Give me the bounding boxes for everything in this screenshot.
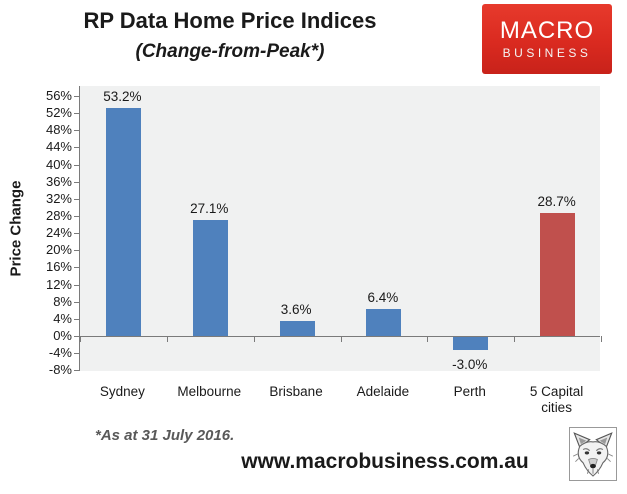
x-tick-mark	[80, 336, 81, 342]
x-tick-mark	[254, 336, 255, 342]
y-tick-mark	[74, 353, 79, 355]
y-tick-mark	[74, 336, 79, 337]
y-tick-mark	[74, 130, 79, 132]
y-tick-mark	[74, 284, 79, 286]
x-category-label: Melbourne	[177, 384, 242, 399]
x-category-label: Adelaide	[356, 384, 410, 399]
y-tick-label: 44%	[45, 139, 72, 155]
bar-value-label: 3.6%	[280, 301, 312, 317]
y-tick-mark	[74, 370, 79, 372]
bar-value-label: 28.7%	[537, 194, 576, 209]
y-tick-label: 4%	[53, 310, 72, 326]
plot-area	[79, 86, 602, 371]
y-tick-mark	[74, 301, 79, 303]
logo-text-business: BUSINESS	[502, 46, 592, 60]
x-category-label: Sydney	[99, 384, 145, 399]
y-tick-label: 8%	[53, 293, 72, 309]
chart-subtitle: (Change-from-Peak*)	[135, 41, 325, 62]
y-tick-mark	[74, 318, 79, 320]
y-tick-label: -8%	[48, 362, 72, 378]
x-category-label: Brisbane	[269, 384, 323, 399]
chart-title: RP Data Home Price Indices	[83, 8, 377, 33]
y-tick-mark	[74, 96, 79, 97]
bar-5-capital-cities	[540, 213, 576, 336]
y-tick-mark	[74, 233, 79, 235]
y-axis-title: Price Change	[4, 86, 28, 371]
y-tick-label: -4%	[48, 345, 72, 361]
bar-value-label: 27.1%	[190, 200, 229, 216]
x-category-label: Perth	[453, 384, 486, 399]
y-tick-mark	[74, 267, 79, 269]
y-tick-label: 40%	[45, 156, 72, 172]
y-tick-mark	[74, 198, 79, 200]
y-tick-label: 16%	[45, 259, 72, 275]
bar-sydney	[105, 108, 141, 336]
bar-value-label: 53.2%	[103, 89, 142, 104]
x-tick-mark	[427, 336, 428, 342]
bar-melbourne	[192, 219, 228, 336]
bar-adelaide	[366, 308, 402, 336]
macrobusiness-logo: MACRO BUSINESS	[482, 4, 612, 74]
y-tick-label: 48%	[45, 122, 72, 138]
y-tick-mark	[74, 250, 79, 252]
zero-axis-line	[80, 336, 600, 337]
y-tick-mark	[74, 164, 79, 166]
y-tick-label: 32%	[45, 190, 72, 206]
x-tick-mark	[341, 336, 342, 342]
wolf-icon	[573, 432, 613, 477]
y-tick-label: 56%	[45, 88, 72, 103]
x-tick-mark	[167, 336, 168, 342]
y-tick-label: 36%	[45, 173, 72, 189]
y-tick-label: 0%	[53, 328, 72, 343]
website-url: www.macrobusiness.com.au	[241, 450, 529, 473]
y-tick-label: 20%	[45, 242, 72, 258]
y-tick-mark	[74, 216, 79, 217]
y-tick-mark	[74, 113, 79, 115]
logo-text-macro: MACRO	[499, 17, 595, 44]
y-tick-label: 52%	[45, 105, 72, 121]
footnote: *As at 31 July 2016.	[95, 427, 235, 444]
wolf-logo	[569, 427, 617, 481]
bar-value-label: 6.4%	[367, 289, 399, 305]
bar-value-label: -3.0%	[452, 356, 488, 372]
y-tick-label: 28%	[45, 208, 72, 223]
y-tick-mark	[74, 181, 79, 183]
y-axis-title-text: Price Change	[7, 180, 25, 277]
x-category-label: 5 Capital cities	[529, 384, 584, 415]
x-tick-mark	[601, 336, 602, 342]
bar-perth	[453, 337, 489, 350]
y-tick-label: 12%	[45, 276, 72, 292]
y-tick-label: 24%	[45, 225, 72, 241]
x-tick-mark	[514, 336, 515, 342]
y-tick-mark	[74, 147, 79, 149]
bar-brisbane	[279, 320, 315, 336]
